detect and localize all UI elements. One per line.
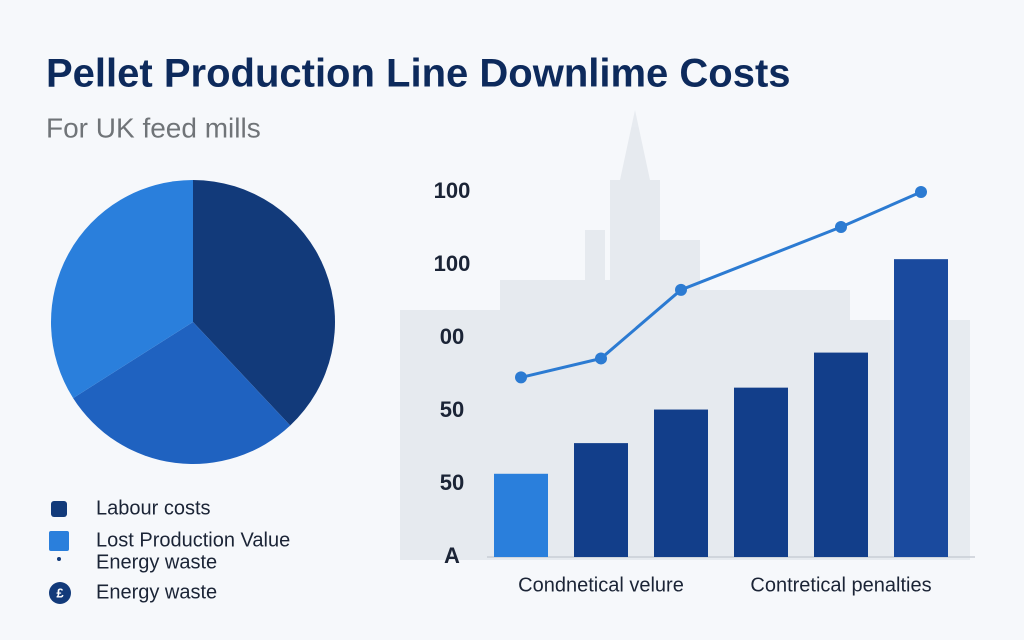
y-tick-label: A [444, 543, 460, 568]
title: Pellet Production Line Downlime Costs [46, 52, 791, 96]
line-point [675, 283, 687, 296]
legend-icon [57, 557, 61, 561]
y-tick-label: 50 [440, 397, 464, 422]
y-tick-label: 100 [434, 251, 471, 276]
y-tick-label: 100 [434, 178, 471, 203]
x-tick-label: Condnetical velure [518, 574, 684, 596]
bar [654, 409, 708, 557]
pie-slice [51, 180, 193, 399]
bar [894, 259, 948, 557]
bar [494, 473, 548, 557]
line-point [915, 186, 927, 198]
line-point [515, 371, 527, 384]
y-tick-label: 00 [440, 324, 464, 349]
line-point [835, 221, 847, 234]
pie-slice [73, 322, 291, 464]
legend-icon [49, 582, 71, 604]
legend-label: Lost Production Value [96, 529, 290, 551]
pie-slice [193, 180, 335, 426]
x-tick-label: Contretical penalties [750, 574, 931, 596]
bar [574, 443, 628, 557]
legend-symbol: £ [56, 585, 64, 600]
y-tick-label: 50 [440, 470, 464, 495]
legend-label: Energy waste [96, 551, 217, 573]
bar [734, 387, 788, 557]
legend-icon [49, 531, 69, 551]
bar [814, 352, 868, 557]
legend-icon [51, 501, 67, 517]
subtitle: For UK feed mills [46, 112, 261, 143]
legend-label: Energy waste [96, 581, 217, 603]
legend-label: Labour costs [96, 497, 211, 519]
line-point [595, 352, 607, 365]
